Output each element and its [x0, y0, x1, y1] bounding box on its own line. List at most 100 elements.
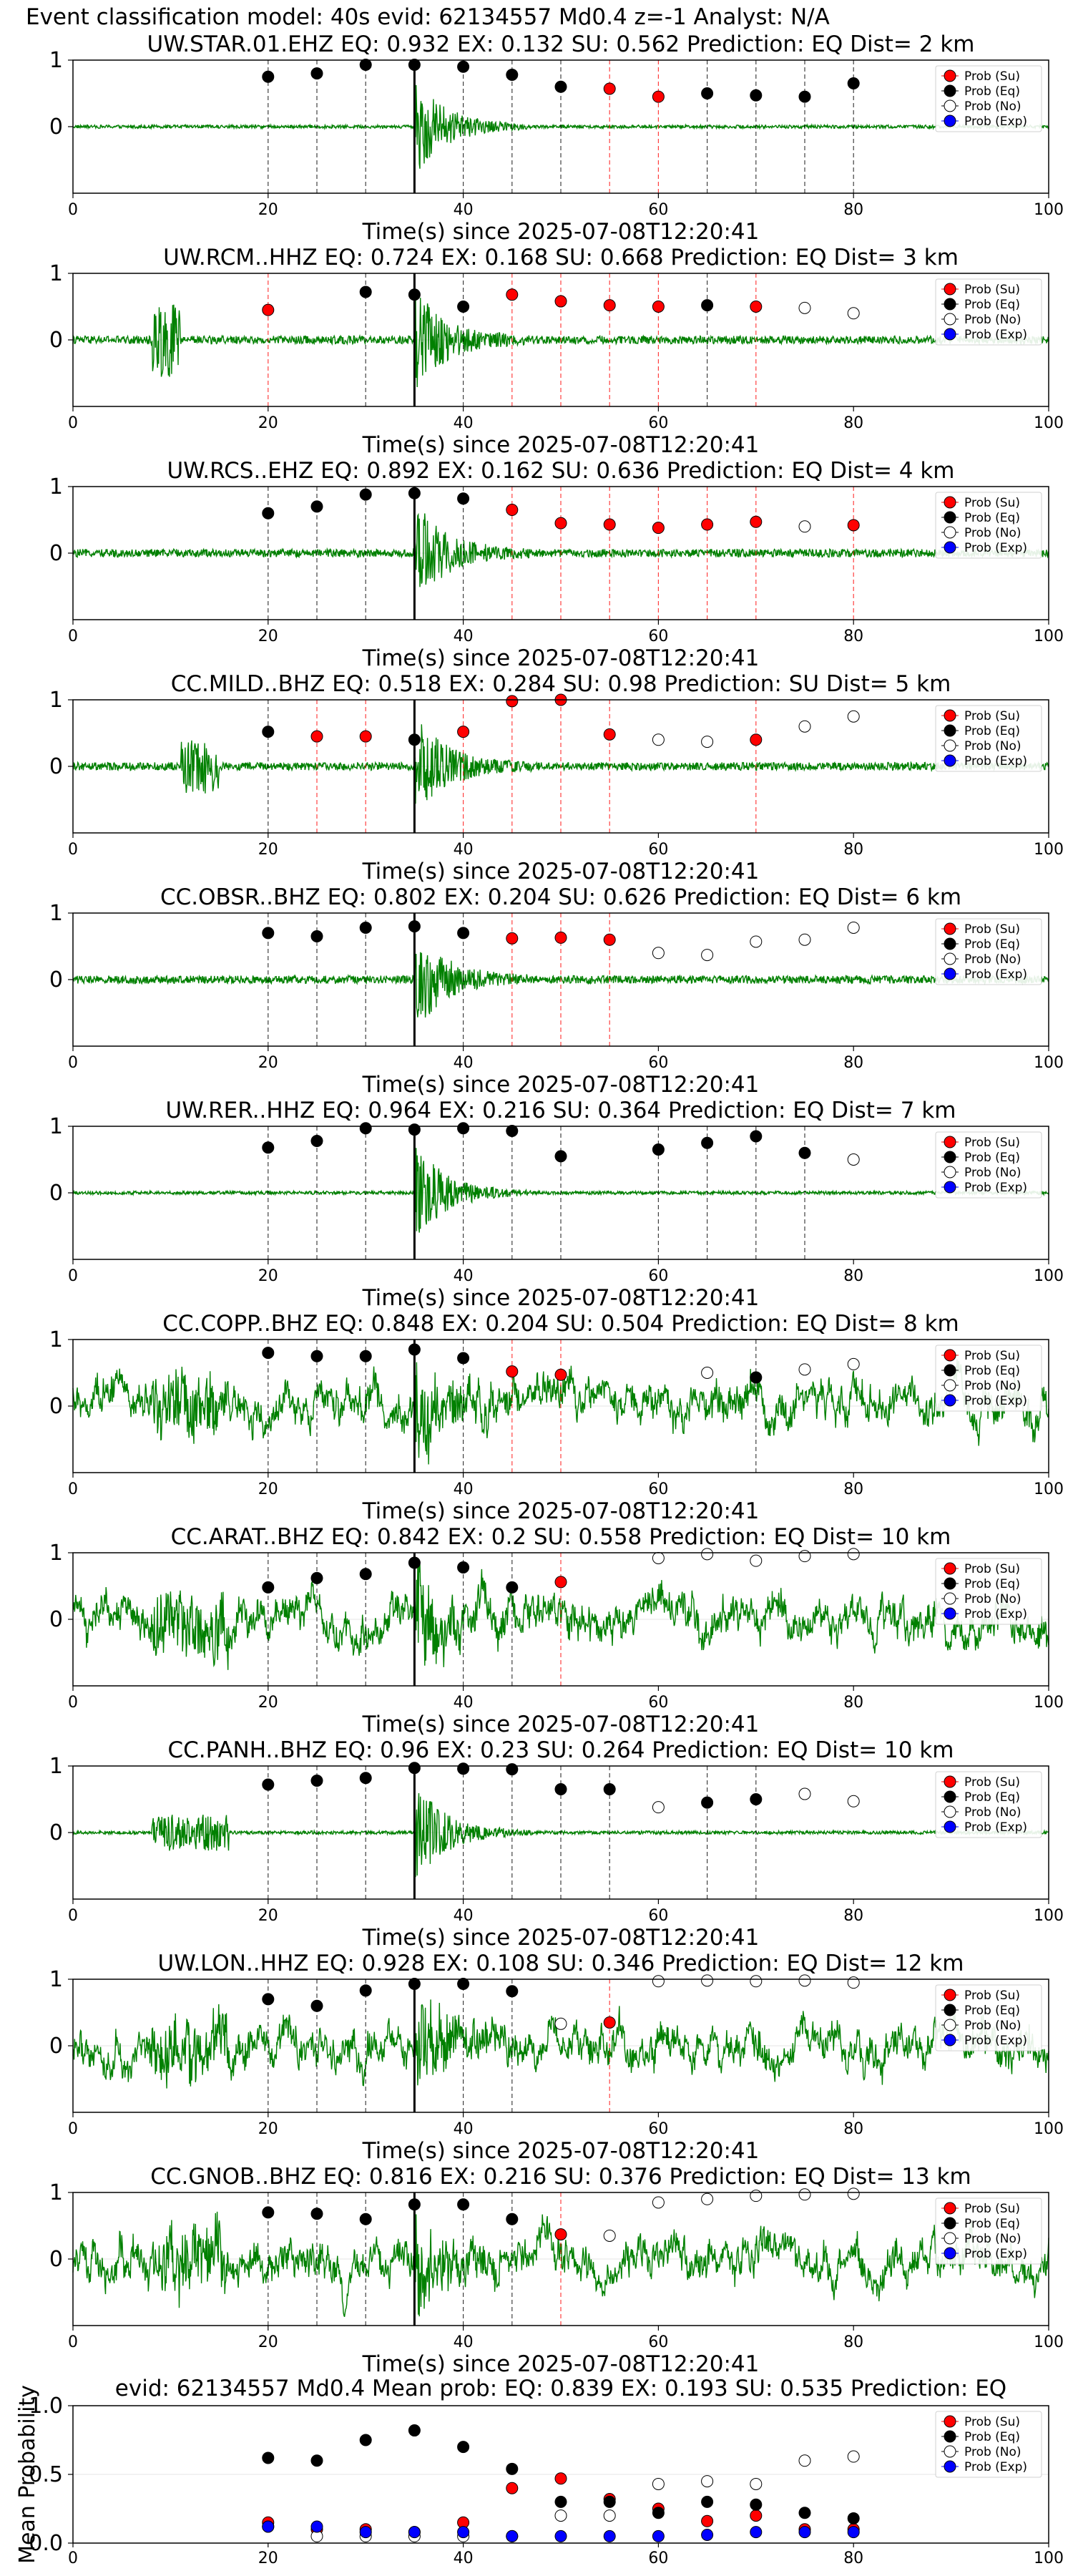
y-tick-label: 0.5 [29, 2462, 63, 2487]
legend-marker-su [944, 69, 956, 82]
probability-point [310, 930, 323, 943]
probability-point [408, 920, 421, 933]
probability-point [750, 1130, 763, 1143]
legend-label-no: Prob (No) [964, 99, 1021, 114]
x-tick-label: 20 [258, 201, 278, 219]
probability-point [359, 488, 372, 501]
legend-label-su: Prob (Su) [964, 1349, 1020, 1363]
waveform-trace [72, 1564, 1049, 1670]
legend-marker-exp [944, 541, 956, 554]
mean-point-no [750, 2477, 763, 2490]
x-tick-label: 80 [843, 2333, 863, 2351]
probability-point [798, 520, 811, 533]
probability-point [457, 301, 470, 313]
x-tick-label: 80 [843, 628, 863, 645]
x-tick-label: 0 [68, 2333, 78, 2351]
probability-point [750, 935, 763, 948]
legend-label-exp: Prob (Exp) [964, 967, 1027, 982]
x-axis-label: Time(s) since 2025-07-08T12:20:41 [362, 1498, 760, 1524]
x-tick-label: 0 [68, 1694, 78, 1712]
x-axis-label: Time(s) since 2025-07-08T12:20:41 [362, 2351, 760, 2377]
legend-label-su: Prob (Su) [964, 1562, 1020, 1576]
probability-point [847, 1357, 860, 1370]
y-tick-label: 0 [49, 754, 63, 779]
x-tick-label: 20 [258, 1054, 278, 1072]
panel-title: UW.RER..HHZ EQ: 0.964 EX: 0.216 SU: 0.36… [166, 1098, 956, 1123]
legend-marker-eq [944, 937, 956, 950]
probability-point [457, 1352, 470, 1365]
mean-point-exp [310, 2520, 323, 2533]
y-tick-label: 0 [49, 2247, 63, 2272]
legend-box [935, 1558, 1042, 1625]
x-tick-label: 60 [648, 1694, 668, 1712]
probability-point [554, 295, 567, 308]
probability-point [408, 1978, 421, 1991]
legend-marker-su [944, 1775, 956, 1788]
panel-UW.RCM..HHZ: UW.RCM..HHZ EQ: 0.724 EX: 0.168 SU: 0.66… [49, 245, 1064, 458]
probability-point [847, 921, 860, 934]
y-tick-label: 1 [49, 48, 63, 73]
probability-point [359, 921, 372, 934]
x-tick-label: 40 [454, 1694, 474, 1712]
probability-point [506, 1365, 519, 1378]
x-tick-label: 20 [258, 1480, 278, 1498]
legend-marker-su [944, 2202, 956, 2215]
mean-point-exp [554, 2529, 567, 2542]
legend-marker-su [944, 1562, 956, 1575]
x-tick-label: 100 [1034, 1054, 1064, 1072]
mean-point-no [603, 2509, 616, 2522]
mean-point-su [701, 2514, 714, 2527]
x-tick-label: 60 [648, 1480, 668, 1498]
probability-point [506, 2212, 519, 2225]
legend-marker-su [944, 709, 956, 722]
probability-point [457, 1122, 470, 1135]
x-axis-label: Time(s) since 2025-07-08T12:20:41 [362, 2138, 760, 2164]
legend-label-exp: Prob (Exp) [964, 541, 1027, 555]
x-axis-label: Time(s) since 2025-07-08T12:20:41 [362, 859, 760, 884]
x-axis-label: Time(s) since 2025-07-08T12:20:41 [362, 1285, 760, 1311]
panel-UW.STAR.01.EHZ: UW.STAR.01.EHZ EQ: 0.932 EX: 0.132 SU: 0… [49, 31, 1064, 245]
legend-marker-eq [944, 1577, 956, 1590]
probability-point [359, 1772, 372, 1785]
panel-UW.LON..HHZ: UW.LON..HHZ EQ: 0.928 EX: 0.108 SU: 0.34… [49, 1951, 1064, 2164]
legend-marker-exp [944, 1394, 956, 1407]
legend-label-no: Prob (No) [964, 952, 1021, 967]
probability-point [652, 301, 665, 313]
legend-marker-eq [944, 2430, 956, 2443]
x-tick-label: 20 [258, 628, 278, 645]
legend-label-no: Prob (No) [964, 2019, 1021, 2033]
legend-marker-no [944, 2445, 956, 2458]
legend-label-su: Prob (Su) [964, 1989, 1020, 2003]
mean-point-no [554, 2509, 567, 2522]
mean-point-eq [847, 2512, 860, 2524]
y-tick-label: 0 [49, 1394, 63, 1419]
probability-point [359, 1568, 372, 1581]
probability-point [798, 301, 811, 314]
legend-label-eq: Prob (Eq) [964, 2004, 1020, 2018]
legend-label-exp: Prob (Exp) [964, 2034, 1027, 2048]
panel-title: evid: 62134557 Md0.4 Mean prob: EQ: 0.83… [115, 2376, 1006, 2401]
panel-CC.COPP..BHZ: CC.COPP..BHZ EQ: 0.848 EX: 0.204 SU: 0.5… [49, 1311, 1064, 1524]
legend-marker-eq [944, 2217, 956, 2230]
probability-point [408, 288, 421, 301]
probability-point [310, 2207, 323, 2220]
probability-point [847, 1153, 860, 1166]
y-tick-label: 0 [49, 1181, 63, 1206]
legend-marker-exp [944, 1181, 956, 1194]
x-tick-label: 0 [68, 2120, 78, 2138]
probability-point [310, 1999, 323, 2012]
panel-title: CC.PANH..BHZ EQ: 0.96 EX: 0.23 SU: 0.264… [167, 1737, 954, 1763]
probability-point [603, 82, 616, 95]
probability-point [310, 1350, 323, 1362]
legend-label-eq: Prob (Eq) [964, 937, 1020, 952]
x-tick-label: 80 [843, 2120, 863, 2138]
probability-point [457, 492, 470, 505]
probability-point [750, 1554, 763, 1567]
y-tick-label: 0 [49, 1820, 63, 1845]
legend-marker-no [944, 99, 956, 112]
mean-point-su [554, 2472, 567, 2485]
probability-point [408, 1762, 421, 1775]
probability-point [847, 1795, 860, 1807]
probability-point [603, 933, 616, 946]
probability-point [506, 1581, 519, 1594]
